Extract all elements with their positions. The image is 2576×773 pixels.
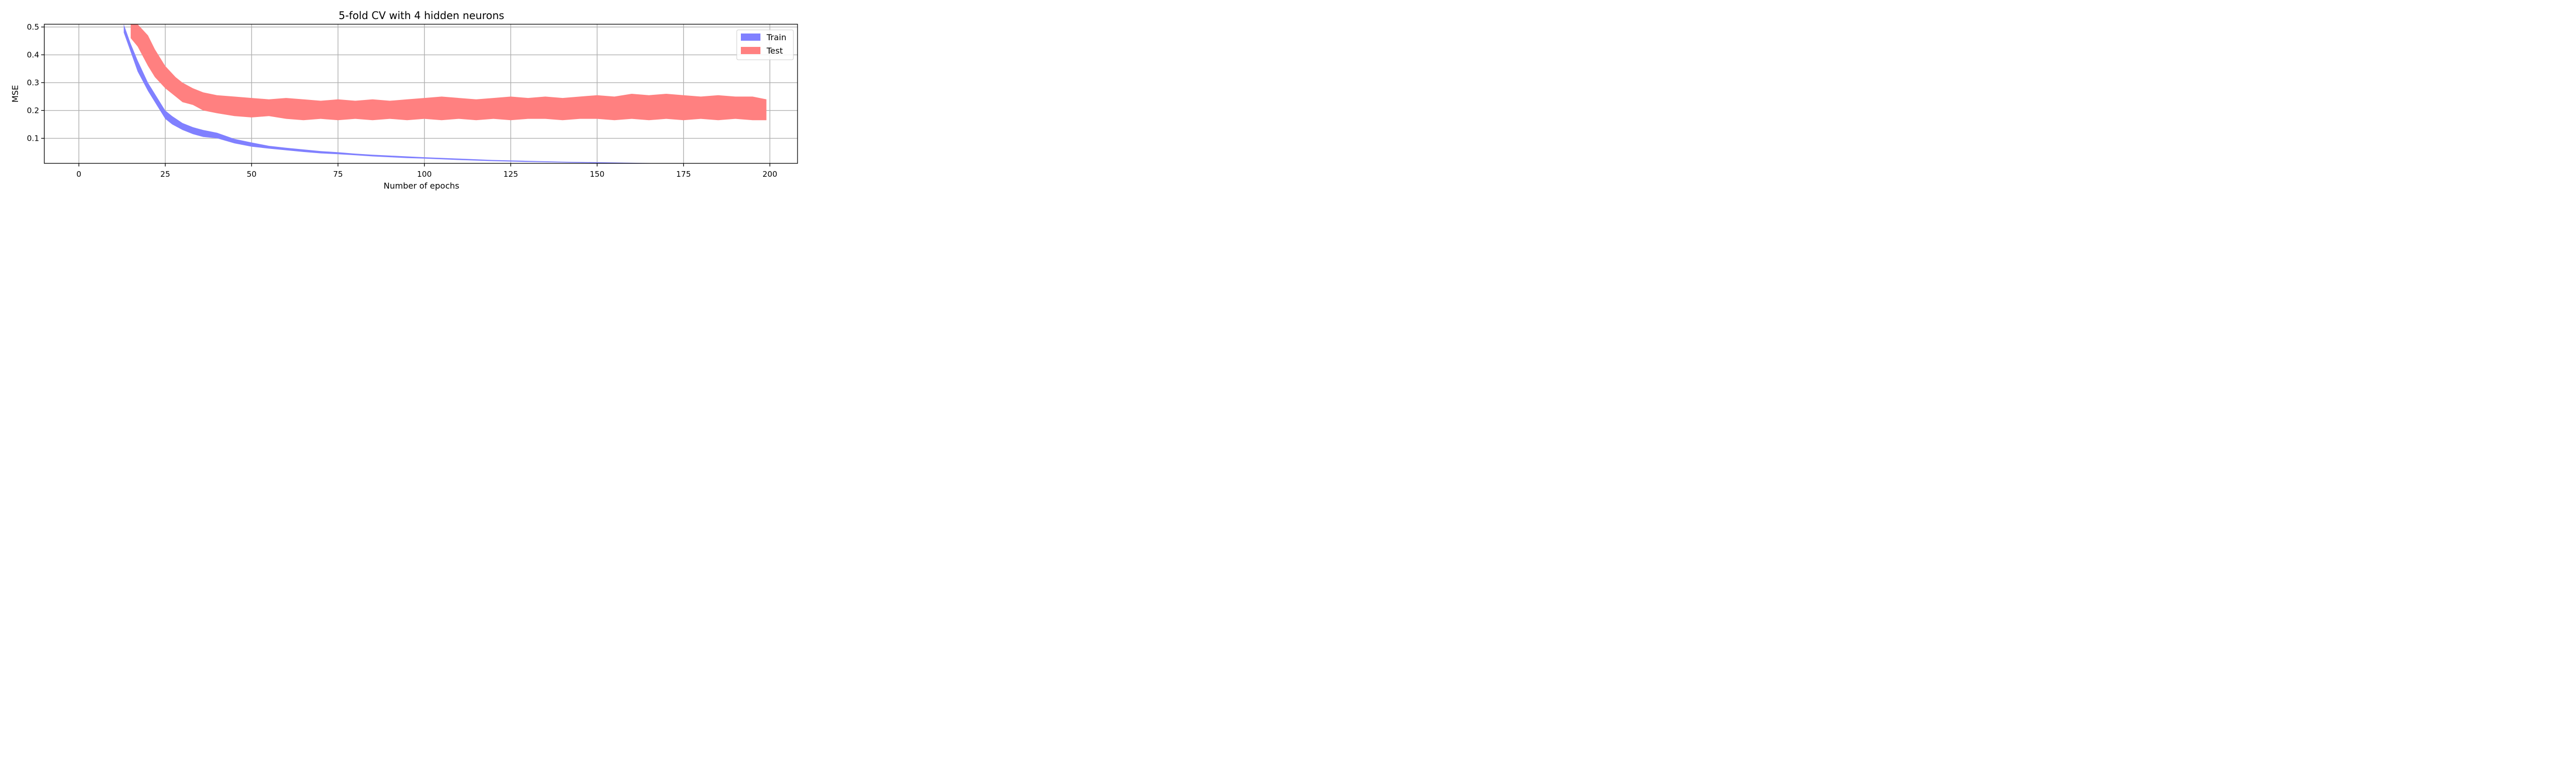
band-test bbox=[130, 24, 767, 121]
x-axis-label: Number of epochs bbox=[384, 181, 460, 191]
legend-swatch-train bbox=[741, 33, 760, 41]
y-tick-label: 0.4 bbox=[27, 50, 39, 59]
chart-canvas: 5-fold CV with 4 hidden neurons 0 25 50 75 1… bbox=[10, 9, 798, 191]
x-tick-label: 25 bbox=[160, 170, 170, 179]
x-tick-label: 175 bbox=[676, 170, 691, 179]
x-axis: 0 25 50 75 100 125 150 175 200 bbox=[76, 163, 777, 179]
x-tick-label: 50 bbox=[247, 170, 257, 179]
y-tick-label: 0.3 bbox=[27, 78, 39, 87]
x-tick-label: 75 bbox=[333, 170, 343, 179]
y-tick-label: 0.1 bbox=[27, 133, 39, 143]
x-tick-label: 150 bbox=[590, 170, 605, 179]
bands-layer bbox=[124, 24, 767, 163]
chart-title: 5-fold CV with 4 hidden neurons bbox=[338, 9, 504, 22]
legend: Train Test bbox=[736, 29, 794, 60]
y-tick-label: 0.2 bbox=[27, 106, 39, 115]
y-axis: 0.1 0.2 0.3 0.4 0.5 bbox=[27, 22, 44, 143]
plot-frame bbox=[44, 24, 798, 164]
x-tick-label: 0 bbox=[76, 170, 81, 179]
legend-label-train: Train bbox=[766, 32, 786, 42]
y-tick-label: 0.5 bbox=[27, 22, 39, 31]
legend-swatch-test bbox=[741, 47, 760, 54]
y-axis-label: MSE bbox=[10, 85, 20, 103]
x-tick-label: 200 bbox=[762, 170, 777, 179]
x-tick-label: 100 bbox=[417, 170, 432, 179]
legend-label-test: Test bbox=[766, 46, 783, 56]
grid bbox=[44, 24, 798, 163]
x-tick-label: 125 bbox=[503, 170, 518, 179]
